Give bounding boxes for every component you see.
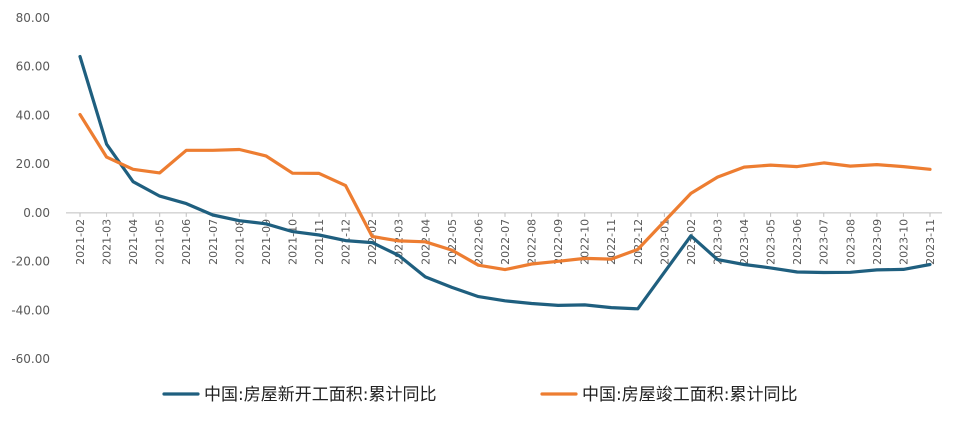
x-tick-label: 2022-05 bbox=[446, 219, 459, 265]
series-lines bbox=[78, 54, 932, 311]
y-tick-label: -40.00 bbox=[11, 303, 50, 317]
x-tick-label: 2022-06 bbox=[472, 219, 485, 265]
x-tick-label: 2022-12 bbox=[632, 219, 645, 265]
x-tick-label: 2021-10 bbox=[287, 219, 300, 265]
x-tick-label: 2023-04 bbox=[738, 219, 751, 265]
x-tick-label: 2023-05 bbox=[765, 219, 778, 265]
x-tick-label: 2021-02 bbox=[74, 219, 87, 265]
x-tick-label: 2021-09 bbox=[260, 219, 273, 265]
x-tick-label: 2021-11 bbox=[313, 219, 326, 265]
x-tick-label: 2023-10 bbox=[897, 219, 910, 265]
x-tick-label: 2022-10 bbox=[579, 219, 592, 265]
legend-label-2: 中国:房屋竣工面积:累计同比 bbox=[582, 385, 797, 405]
series-line-2 bbox=[78, 112, 932, 272]
x-tick-label: 2022-07 bbox=[499, 219, 512, 265]
x-axis-ticks: 2021-02 2021-03 2021-04 2021-05 2021-06 2021-… bbox=[74, 212, 937, 265]
x-tick-label: 2023-03 bbox=[712, 219, 725, 265]
y-tick-label: -20.00 bbox=[11, 255, 50, 269]
x-tick-label: 2023-01 bbox=[658, 219, 671, 265]
x-tick-label: 2023-08 bbox=[844, 219, 857, 265]
x-tick-label: 2023-11 bbox=[924, 219, 937, 265]
legend: 中国:房屋新开工面积:累计同比 中国:房屋竣工面积:累计同比 bbox=[162, 385, 797, 405]
legend-label-1: 中国:房屋新开工面积:累计同比 bbox=[204, 385, 436, 405]
y-tick-label: 0.00 bbox=[23, 206, 50, 220]
x-tick-label: 2023-09 bbox=[871, 219, 884, 265]
x-tick-label: 2021-03 bbox=[101, 219, 114, 265]
series-line-1 bbox=[78, 54, 932, 311]
x-tick-label: 2021-05 bbox=[154, 219, 167, 265]
x-tick-label: 2023-06 bbox=[791, 219, 804, 265]
x-tick-label: 2021-08 bbox=[233, 219, 246, 265]
y-tick-label: 20.00 bbox=[16, 157, 50, 171]
y-tick-label: 40.00 bbox=[16, 108, 50, 122]
x-tick-label: 2021-07 bbox=[207, 219, 220, 265]
y-tick-label: 60.00 bbox=[16, 60, 50, 74]
x-tick-label: 2023-02 bbox=[685, 219, 698, 265]
x-tick-label: 2022-09 bbox=[552, 219, 565, 265]
x-tick-label: 2021-06 bbox=[180, 219, 193, 265]
y-axis-ticks: 80.00 60.00 40.00 20.00 0.00 -20.00 -40.00 -60.… bbox=[11, 11, 50, 366]
x-tick-label: 2022-08 bbox=[526, 219, 539, 265]
y-tick-label: 80.00 bbox=[16, 11, 50, 25]
x-tick-label: 2023-07 bbox=[818, 219, 831, 265]
x-tick-label: 2021-04 bbox=[127, 219, 140, 265]
y-tick-label: -60.00 bbox=[11, 352, 50, 366]
x-tick-label: 2022-11 bbox=[605, 219, 618, 265]
